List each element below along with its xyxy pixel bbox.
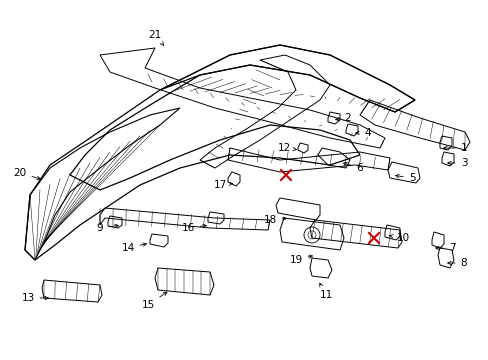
Text: 13: 13: [21, 293, 48, 303]
Text: 10: 10: [389, 233, 409, 243]
Text: 7: 7: [435, 243, 454, 253]
Text: 19: 19: [289, 255, 312, 265]
Text: 4: 4: [355, 128, 370, 138]
Text: 14: 14: [121, 243, 146, 253]
Text: 11: 11: [319, 283, 332, 300]
Text: 20: 20: [13, 168, 41, 180]
Text: 1: 1: [443, 143, 467, 153]
Text: 2: 2: [335, 113, 350, 123]
Text: 18: 18: [263, 215, 285, 225]
Text: 12: 12: [277, 143, 296, 153]
Text: 5: 5: [395, 173, 414, 183]
Text: 3: 3: [447, 158, 467, 168]
Text: 17: 17: [213, 180, 232, 190]
Text: 9: 9: [97, 223, 118, 233]
Text: 15: 15: [141, 292, 166, 310]
Text: 6: 6: [343, 162, 363, 173]
Text: 8: 8: [447, 258, 467, 268]
Text: 21: 21: [148, 30, 163, 45]
Text: 16: 16: [181, 223, 206, 233]
